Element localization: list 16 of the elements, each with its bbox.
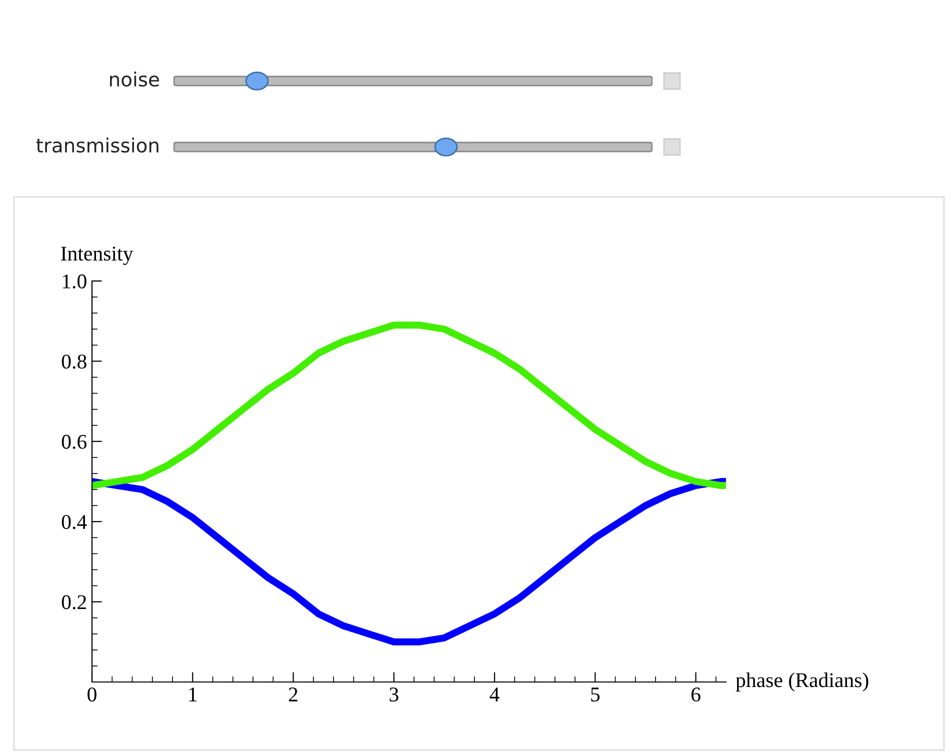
y-tick-label: 0.8 [62,354,86,369]
y-tick-label: 1.0 [62,274,86,289]
y-axis-title: Intensity [61,246,134,265]
text: transmission [36,138,158,153]
x-axis-title: phase (Radians) [736,672,868,692]
x-tick-label: 1 [189,688,197,702]
x-tick-label: 3 [390,688,398,702]
x-tick-label: 5 [591,688,600,702]
text: noise [110,72,159,87]
x-tick-label: 4 [490,688,500,702]
x-tick-label: 0 [88,687,96,702]
y-tick-label: 0.6 [62,434,87,449]
x-tick-label: 2 [288,688,298,702]
y-tick-label: 0.2 [62,595,86,610]
x-tick-label: 6 [691,688,700,702]
y-tick-label: 0.4 [62,514,87,530]
